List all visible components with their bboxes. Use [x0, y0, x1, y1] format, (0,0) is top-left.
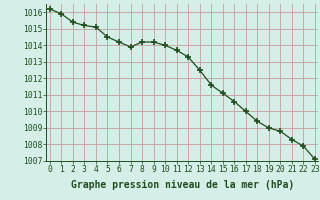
X-axis label: Graphe pression niveau de la mer (hPa): Graphe pression niveau de la mer (hPa) [71, 180, 294, 190]
